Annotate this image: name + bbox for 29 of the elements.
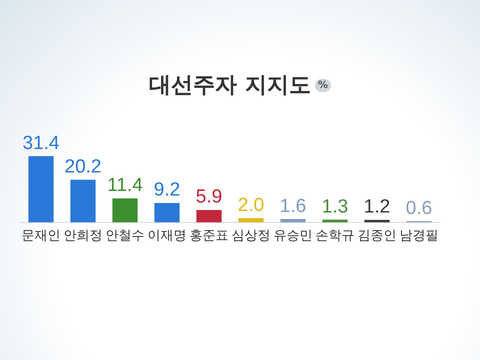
bar <box>196 210 222 222</box>
x-tick-label: 홍준표 <box>190 228 228 244</box>
data-label: 9.2 <box>154 180 180 201</box>
bar <box>70 180 96 222</box>
data-label: 1.2 <box>364 196 390 218</box>
x-tick-label: 문재인 <box>22 228 60 244</box>
x-tick-label: 김종인 <box>358 228 396 244</box>
bar <box>154 202 180 222</box>
data-label: 1.3 <box>322 196 348 218</box>
x-tick-label: 유승민 <box>274 228 312 244</box>
bar <box>322 220 348 222</box>
data-label: 5.9 <box>196 186 222 208</box>
x-tick-label: 이재명 <box>148 228 186 244</box>
data-label: 31.4 <box>22 132 60 154</box>
data-label: 20.2 <box>64 156 102 178</box>
chart-subtitle: % <box>314 79 331 92</box>
x-tick-label: 손학규 <box>316 228 354 244</box>
x-tick-label: 남경필 <box>400 228 438 244</box>
chart-title: 대선주자 지지도 <box>149 73 311 98</box>
x-tick-label: 심상정 <box>232 228 270 244</box>
bar <box>28 156 54 222</box>
x-tick-label: 안희정 <box>64 228 102 244</box>
bar <box>112 198 138 222</box>
data-label: 11.4 <box>107 175 144 196</box>
bar <box>238 218 264 222</box>
data-label: 2.0 <box>238 194 264 216</box>
x-tick-label: 안철수 <box>106 228 144 244</box>
data-label: 1.6 <box>280 196 306 217</box>
data-label: 0.6 <box>406 198 432 219</box>
